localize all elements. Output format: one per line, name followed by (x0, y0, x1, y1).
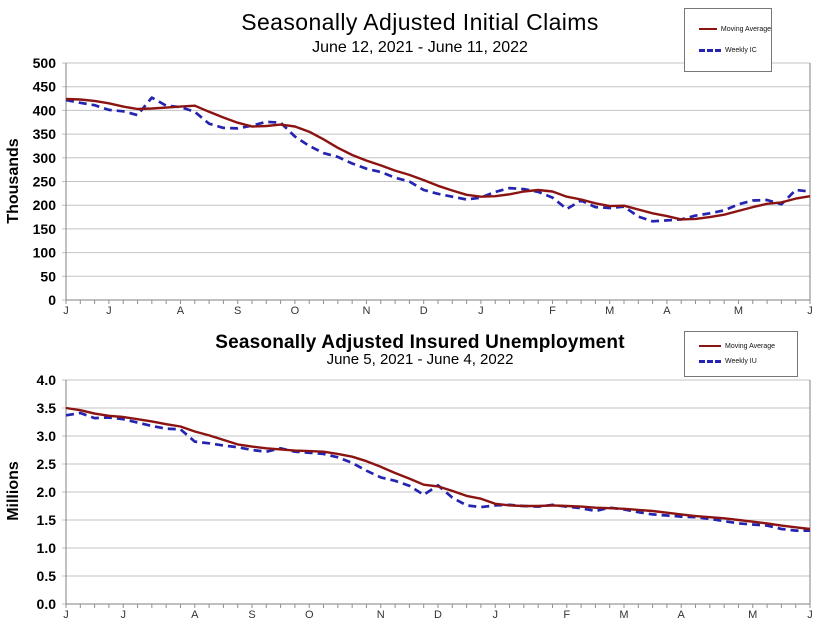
y-tick-label: 450 (33, 79, 57, 95)
initial-claims-chart: 500 450 400 350 300 250 200 150 100 50 0 J J A S O N D J F M… (5, 8, 813, 317)
weekly-iu-line-sample (699, 360, 721, 364)
legend-item-moving-average: Moving Average (699, 343, 797, 350)
x-month-label: M (619, 609, 628, 621)
y-tick-label: 3.5 (37, 400, 57, 416)
y-tick-label: 1.0 (37, 540, 57, 556)
y-tick-label: 150 (33, 221, 57, 237)
x-month-label: O (291, 305, 300, 317)
chart-subtitle: June 12, 2021 - June 11, 2022 (312, 39, 528, 56)
y-tick-label: 0.5 (37, 568, 57, 584)
x-month-label: A (663, 305, 671, 317)
y-tick-label: 2.5 (37, 456, 57, 472)
y-tick-label: 300 (33, 150, 57, 166)
y-axis-label: Millions (5, 461, 22, 521)
x-month-label: J (120, 609, 126, 621)
chart-title: Seasonally Adjusted Initial Claims (241, 9, 599, 35)
x-month-label: D (434, 609, 442, 621)
legend-label-weekly-ic: Weekly IC (725, 47, 757, 55)
legend-label-moving-average: Moving Average (725, 342, 776, 350)
insured-unemployment-plot: 4.0 3.5 3.0 2.5 2.0 1.5 1.0 0.5 0.0 J J A S O N D J F M A M J (37, 372, 813, 621)
x-month-label: A (191, 609, 199, 621)
legend-label-moving-average: Moving Average (720, 25, 771, 33)
y-tick-label: 3.0 (37, 428, 57, 444)
x-month-label: N (377, 609, 385, 621)
x-month-label: S (234, 305, 241, 317)
x-month-label: A (678, 609, 686, 621)
x-month-label: J (807, 305, 813, 317)
weekly-ic-line-sample (699, 49, 721, 53)
x-month-label: S (248, 609, 255, 621)
series-line-weekly-iu (65, 411, 810, 532)
legend-item-weekly-ic: Weekly IC (699, 47, 771, 54)
x-month-label: N (362, 305, 370, 317)
insured-unemployment-chart: 4.0 3.5 3.0 2.5 2.0 1.5 1.0 0.5 0.0 J J A S O N D J F M A M J… (0, 330, 827, 638)
x-month-label: M (734, 305, 743, 317)
x-month-label: M (748, 609, 757, 621)
x-month-label: D (420, 305, 428, 317)
y-axis-label: Thousands (5, 138, 22, 224)
x-month-label: J (807, 609, 813, 621)
legend-item-weekly-iu: Weekly IU (699, 358, 797, 365)
legend-item-moving-average: Moving Average (699, 26, 771, 33)
x-month-label: J (63, 305, 69, 317)
y-tick-label: 50 (40, 268, 56, 284)
legend: Moving Average Weekly IU (684, 331, 798, 377)
x-month-label: J (106, 305, 112, 317)
y-tick-label: 2.0 (37, 484, 57, 500)
moving-average-line-sample (699, 345, 721, 348)
x-month-label: J (478, 305, 484, 317)
series-line-weekly-ic (65, 96, 811, 223)
y-tick-label: 100 (33, 245, 57, 261)
x-month-label: A (177, 305, 185, 317)
y-tick-label: 250 (33, 174, 57, 190)
x-month-label: M (605, 305, 614, 317)
series-line-moving-average (65, 97, 811, 221)
x-month-label: J (63, 609, 69, 621)
series-line-moving-average (65, 406, 811, 531)
y-tick-label: 0.0 (37, 596, 57, 612)
y-tick-label: 500 (33, 55, 57, 71)
chart-title: Seasonally Adjusted Insured Unemployment (215, 332, 625, 353)
y-tick-label: 400 (33, 102, 57, 118)
legend: Moving Average Weekly IC (684, 8, 772, 72)
y-tick-label: 1.5 (37, 512, 57, 528)
y-tick-label: 0 (48, 292, 56, 308)
x-month-label: O (305, 609, 314, 621)
x-month-label: J (492, 609, 498, 621)
y-tick-label: 350 (33, 126, 57, 142)
moving-average-line-sample (699, 28, 717, 31)
y-tick-label: 200 (33, 197, 57, 213)
x-month-label: F (563, 609, 570, 621)
legend-label-weekly-iu: Weekly IU (725, 358, 757, 366)
x-month-label: F (549, 305, 556, 317)
y-tick-label: 4.0 (37, 372, 57, 388)
chart-subtitle: June 5, 2021 - June 4, 2022 (326, 351, 514, 368)
